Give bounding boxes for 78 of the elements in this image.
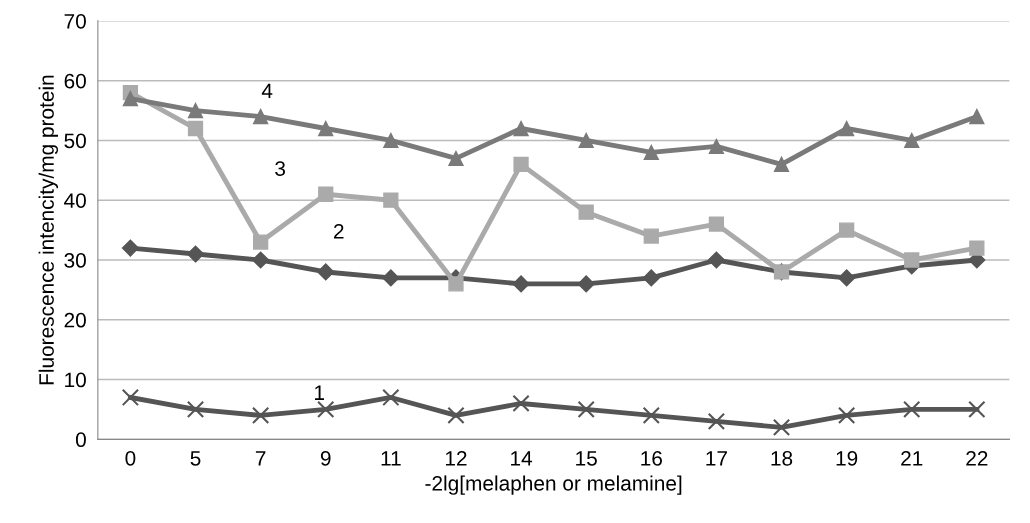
point <box>448 276 464 292</box>
point <box>577 400 595 419</box>
y-axis-title: Fluorescence intencity/mg protein <box>38 75 59 385</box>
point <box>838 120 855 137</box>
x-tick-label: 18 <box>771 450 793 466</box>
point <box>448 150 464 167</box>
point <box>382 269 400 287</box>
point <box>643 228 659 244</box>
point <box>121 239 139 257</box>
point <box>186 245 205 263</box>
point <box>708 138 725 155</box>
point <box>252 251 270 269</box>
point <box>252 234 269 250</box>
x-tick-label: 15 <box>576 451 597 466</box>
x-tick-label: 17 <box>706 451 727 466</box>
series-label: 1 <box>315 385 324 400</box>
point <box>187 102 204 119</box>
point <box>642 269 660 287</box>
point <box>773 156 790 173</box>
point <box>707 251 725 269</box>
point <box>969 108 985 125</box>
y-tick-label: 50 <box>64 133 86 149</box>
point <box>578 204 594 220</box>
y-tick-label: 10 <box>65 372 86 388</box>
x-tick-label: 0 <box>125 450 136 466</box>
y-tick-label: 60 <box>64 73 86 89</box>
point <box>252 108 269 125</box>
point <box>577 275 595 293</box>
x-tick-label: 12 <box>445 450 467 466</box>
point <box>578 132 594 149</box>
point <box>904 252 920 268</box>
y-tick-label: 70 <box>64 13 86 29</box>
point <box>838 269 856 287</box>
point <box>707 412 726 431</box>
x-tick-label: 19 <box>836 450 858 466</box>
point <box>708 216 725 232</box>
series-label: 4 <box>261 83 273 99</box>
y-tick-label: 20 <box>64 312 86 328</box>
series-label: 3 <box>275 161 286 176</box>
x-tick-label: 7 <box>255 451 266 466</box>
x-tick-label: 22 <box>966 450 988 466</box>
point <box>969 240 985 256</box>
point <box>122 90 139 107</box>
point <box>318 120 334 137</box>
point <box>383 132 399 149</box>
point <box>317 263 335 281</box>
series-label: 2 <box>334 223 344 239</box>
point <box>383 192 399 208</box>
point <box>837 406 856 425</box>
point <box>186 400 205 419</box>
point <box>318 186 334 202</box>
x-axis-title: -2lg[melaphen or melamine] <box>425 475 682 495</box>
point <box>512 275 530 293</box>
point <box>772 418 791 437</box>
point <box>642 406 660 425</box>
x-tick-label: 14 <box>511 451 533 466</box>
x-tick-label: 16 <box>641 450 662 466</box>
point <box>187 120 204 137</box>
point <box>513 156 529 173</box>
y-tick-label: 0 <box>75 432 86 448</box>
x-tick-label: 21 <box>901 450 923 466</box>
point <box>513 120 529 137</box>
point <box>904 132 920 149</box>
point <box>838 222 855 238</box>
point <box>447 406 465 425</box>
point <box>643 144 659 161</box>
point <box>903 400 921 419</box>
point <box>317 400 335 419</box>
point <box>382 388 400 407</box>
point <box>121 388 140 407</box>
y-tick-label: 40 <box>64 193 86 208</box>
x-tick-label: 11 <box>381 451 401 466</box>
point <box>512 394 530 413</box>
point <box>968 400 986 419</box>
x-tick-label: 9 <box>320 450 331 466</box>
x-tick-label: 5 <box>190 451 201 466</box>
y-tick-label: 30 <box>64 253 86 268</box>
point <box>251 406 270 425</box>
